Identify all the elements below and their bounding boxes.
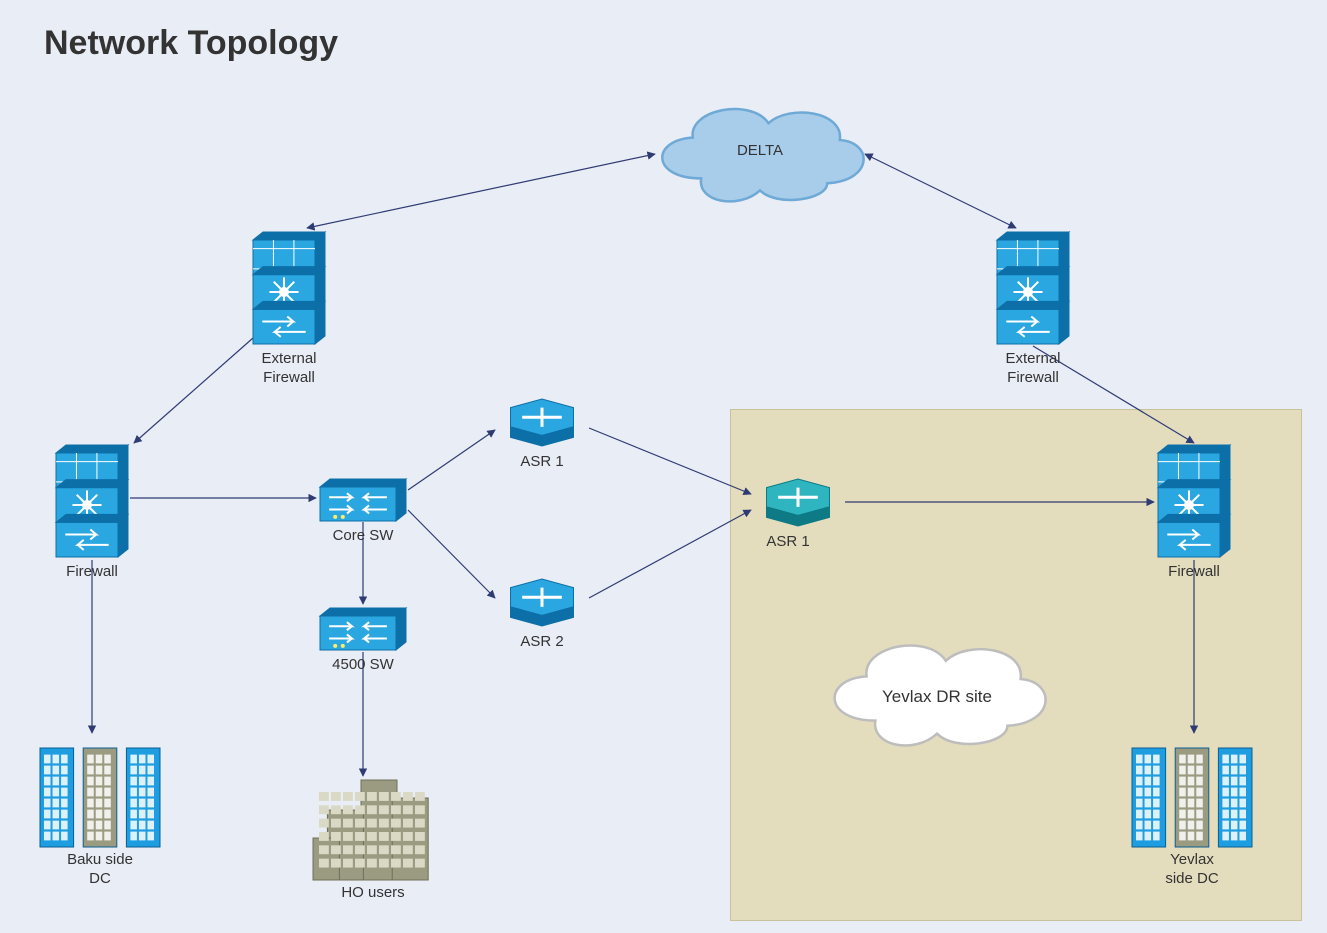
edge-delta-cloud-ext-fw-left	[307, 154, 655, 228]
label-yevlax-dc: Yevlaxside DC	[1132, 851, 1252, 889]
label-fw-right: Firewall	[1134, 563, 1254, 582]
node-sw-4500	[320, 608, 406, 650]
node-ext-fw-left	[253, 232, 325, 344]
label-asr2: ASR 2	[482, 633, 602, 652]
edge-core-sw-asr2	[408, 510, 495, 598]
node-core-sw	[320, 479, 406, 521]
page-title: Network Topology	[44, 24, 338, 63]
node-ext-fw-right	[997, 232, 1069, 344]
label-ho-users: HO users	[313, 884, 433, 903]
label-fw-left: Firewall	[32, 563, 152, 582]
node-baku-dc	[40, 748, 160, 847]
label-sw-4500: 4500 SW	[303, 656, 423, 675]
edge-delta-cloud-ext-fw-right	[865, 154, 1016, 228]
label-ext-fw-right: ExternalFirewall	[973, 350, 1093, 388]
node-ho-users	[313, 780, 428, 880]
label-delta-cloud: DELTA	[655, 142, 865, 161]
dr-site-region	[730, 409, 1302, 921]
label-baku-dc: Baku sideDC	[40, 851, 160, 889]
edge-asr1-asr1-dr	[589, 428, 751, 494]
node-asr1	[511, 399, 574, 446]
edge-asr2-asr1-dr	[589, 510, 751, 598]
label-asr1-dr: ASR 1	[728, 533, 848, 552]
label-dr-cloud: Yevlax DR site	[827, 686, 1047, 707]
node-asr2	[511, 579, 574, 626]
node-fw-left	[56, 445, 128, 557]
label-ext-fw-left: ExternalFirewall	[229, 350, 349, 388]
label-asr1: ASR 1	[482, 453, 602, 472]
label-core-sw: Core SW	[303, 527, 423, 546]
